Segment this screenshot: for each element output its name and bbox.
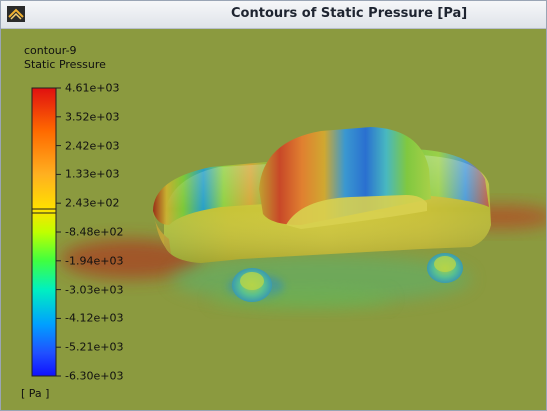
color-bar-tick-label: 3.52e+03 — [65, 110, 120, 124]
window-title: Contours of Static Pressure [Pa] — [231, 6, 468, 21]
color-bar-tick-label: -3.03e+03 — [65, 283, 124, 297]
color-bar-ticks — [56, 87, 61, 377]
color-bar-tick-label: -8.48e+02 — [65, 225, 124, 239]
graphics-viewport[interactable]: contour-9 Static Pressure — [1, 29, 546, 410]
color-bar-tick-label: -6.30e+03 — [65, 369, 124, 383]
contour-name: contour-9 — [24, 44, 77, 57]
color-bar-tick-label: -1.94e+03 — [65, 254, 124, 268]
units-label: [ Pa ] — [21, 387, 50, 400]
color-bar — [31, 87, 61, 377]
fluent-logo-icon[interactable] — [7, 6, 25, 22]
color-bar-tick-label: -4.12e+03 — [65, 311, 124, 325]
car-pressure-contour[interactable] — [1, 29, 546, 410]
color-bar-marker — [31, 208, 57, 214]
variable-name: Static Pressure — [24, 58, 106, 71]
color-bar-tick-label: 2.43e+02 — [65, 196, 120, 210]
color-bar-tick-label: 1.33e+03 — [65, 167, 120, 181]
color-bar-tick-label: 2.42e+03 — [65, 139, 120, 153]
color-bar-tick-label: -5.21e+03 — [65, 340, 124, 354]
color-bar-tick-label: 4.61e+03 — [65, 81, 120, 95]
title-bar: Contours of Static Pressure [Pa] — [1, 1, 546, 29]
